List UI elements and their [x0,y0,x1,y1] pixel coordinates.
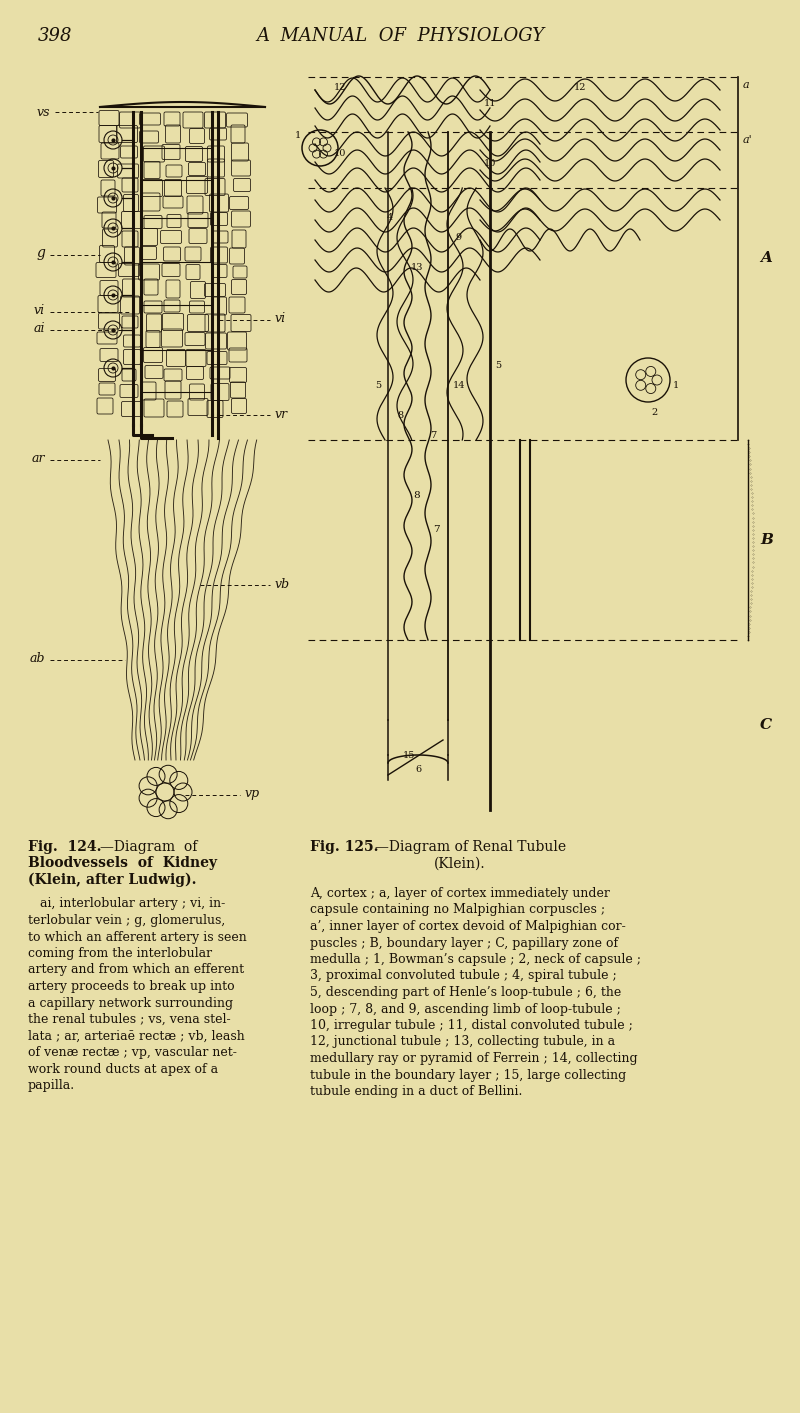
Text: a’, inner layer of cortex devoid of Malpighian cor-: a’, inner layer of cortex devoid of Malp… [310,920,626,933]
Text: (Klein).: (Klein). [434,856,486,870]
Text: 14: 14 [453,382,466,390]
Text: g: g [36,246,45,260]
Text: tubule in the boundary layer ; 15, large collecting: tubule in the boundary layer ; 15, large… [310,1068,626,1081]
Text: puscles ; B, boundary layer ; C, papillary zone of: puscles ; B, boundary layer ; C, papilla… [310,937,618,950]
Text: Fig. 125.: Fig. 125. [310,839,378,853]
Text: of venæ rectæ ; vp, vascular net-: of venæ rectæ ; vp, vascular net- [28,1046,237,1058]
Text: 1: 1 [295,131,301,140]
Text: artery proceeds to break up into: artery proceeds to break up into [28,981,234,993]
Text: C: C [760,718,772,732]
Text: A, cortex ; a, layer of cortex immediately under: A, cortex ; a, layer of cortex immediate… [310,887,610,900]
Text: 7: 7 [430,431,436,441]
Text: Fig.  124.: Fig. 124. [28,839,102,853]
Text: work round ducts at apex of a: work round ducts at apex of a [28,1063,218,1075]
Text: vp: vp [245,787,260,800]
Text: vi: vi [34,304,45,318]
Text: 8: 8 [397,411,403,421]
Text: loop ; 7, 8, and 9, ascending limb of loop-tubule ;: loop ; 7, 8, and 9, ascending limb of lo… [310,1002,621,1016]
Text: 12: 12 [574,82,586,92]
Text: a: a [743,81,750,90]
Text: papilla.: papilla. [28,1080,75,1092]
Text: the renal tubules ; vs, vena stel-: the renal tubules ; vs, vena stel- [28,1013,230,1026]
Text: 3, proximal convoluted tubule ; 4, spiral tubule ;: 3, proximal convoluted tubule ; 4, spira… [310,969,617,982]
Text: 5: 5 [495,362,501,370]
Text: —Diagram  of: —Diagram of [100,839,198,853]
Text: 10: 10 [484,158,496,168]
Text: 12: 12 [334,82,346,92]
Text: 10, irregular tubule ; 11, distal convoluted tubule ;: 10, irregular tubule ; 11, distal convol… [310,1019,633,1031]
Text: 398: 398 [38,27,73,45]
Text: tubule ending in a duct of Bellini.: tubule ending in a duct of Bellini. [310,1085,522,1098]
Text: medullary ray or pyramid of Ferrein ; 14, collecting: medullary ray or pyramid of Ferrein ; 14… [310,1053,638,1065]
Text: 4: 4 [387,213,393,222]
Text: lata ; ar, arteriaē rectæ ; vb, leash: lata ; ar, arteriaē rectæ ; vb, leash [28,1030,245,1043]
Text: terlobular vein ; g, glomerulus,: terlobular vein ; g, glomerulus, [28,914,226,927]
Text: artery and from which an efferent: artery and from which an efferent [28,964,244,976]
Text: 13: 13 [410,263,423,273]
Text: ar: ar [31,452,45,465]
Text: A  MANUAL  OF  PHYSIOLOGY: A MANUAL OF PHYSIOLOGY [256,27,544,45]
Text: (Klein, after Ludwig).: (Klein, after Ludwig). [28,873,197,887]
Text: 12, junctional tubule ; 13, collecting tubule, in a: 12, junctional tubule ; 13, collecting t… [310,1036,615,1048]
Text: capsule containing no Malpighian corpuscles ;: capsule containing no Malpighian corpusc… [310,903,605,917]
Text: 15: 15 [403,750,415,760]
Text: to which an afferent artery is seen: to which an afferent artery is seen [28,931,246,944]
Text: Bloodvessels  of  Kidney: Bloodvessels of Kidney [28,856,217,870]
Text: 6: 6 [415,764,421,774]
Text: vi: vi [275,312,286,325]
Text: 5, descending part of Henle’s loop-tubule ; 6, the: 5, descending part of Henle’s loop-tubul… [310,986,622,999]
Text: B: B [760,533,773,547]
Text: 7: 7 [433,526,440,534]
Text: vr: vr [275,407,288,421]
Text: ab: ab [30,653,45,666]
Text: 9: 9 [455,233,461,243]
Text: 2: 2 [651,408,658,417]
Text: vs: vs [37,106,50,119]
Text: vb: vb [275,578,290,591]
Text: 5: 5 [375,382,381,390]
Text: ai: ai [34,322,45,335]
Text: —Diagram of Renal Tubule: —Diagram of Renal Tubule [375,839,566,853]
Text: medulla ; 1, Bowman’s capsule ; 2, neck of capsule ;: medulla ; 1, Bowman’s capsule ; 2, neck … [310,952,641,966]
Text: ai, interlobular artery ; vi, in-: ai, interlobular artery ; vi, in- [28,897,226,910]
Text: a': a' [743,136,753,146]
Text: 1: 1 [673,380,679,390]
Text: 10: 10 [334,150,346,158]
Text: 8: 8 [413,490,420,500]
Text: A: A [760,252,772,266]
Text: 11: 11 [484,99,496,107]
Text: a capillary network surrounding: a capillary network surrounding [28,996,233,1009]
Text: coming from the interlobular: coming from the interlobular [28,947,212,959]
